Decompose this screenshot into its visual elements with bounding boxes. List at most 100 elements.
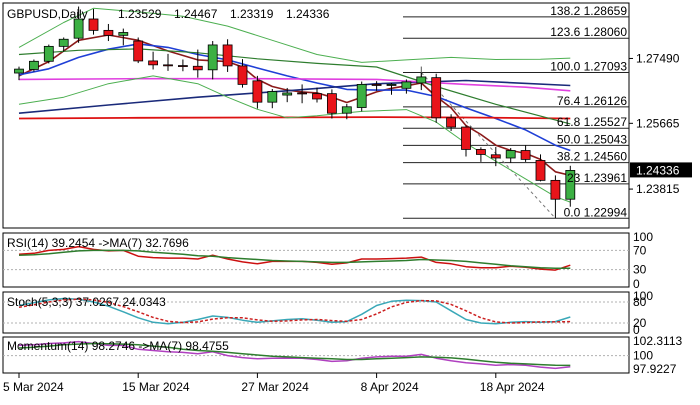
candle-bear bbox=[520, 150, 531, 160]
momentum-tick-label: 97.9227 bbox=[633, 362, 677, 376]
candle-bear bbox=[446, 117, 457, 128]
rsi-lines bbox=[18, 245, 571, 271]
price-axis: 1.27490 1.25665 1.23815 bbox=[629, 51, 680, 196]
momentum-label: Momentum(14) 98.2746 ->MA(7) 98.4755 bbox=[7, 339, 229, 353]
stochastic-label: Stoch(5,3,3) 37.0267 24.0343 bbox=[7, 295, 166, 309]
stochastic-lines bbox=[18, 297, 571, 325]
ohlc-header: 1.23529 1.24467 1.23319 1.24336 bbox=[118, 7, 330, 21]
candle-bear bbox=[88, 18, 99, 31]
candle-bear bbox=[133, 40, 144, 62]
candle-bull bbox=[28, 60, 39, 70]
rsi-tick-label: 100 bbox=[633, 230, 653, 244]
candle-bear bbox=[550, 179, 561, 200]
candle-bull bbox=[58, 38, 69, 47]
candle-bull bbox=[341, 106, 352, 114]
candle-bull bbox=[386, 83, 397, 86]
bb-lower-line bbox=[18, 75, 571, 203]
candle-bull bbox=[416, 76, 427, 84]
fibonacci-label: 50.0 1.25043 bbox=[557, 132, 627, 146]
candle-bear bbox=[192, 65, 203, 71]
current-price-marker: 1.24336 bbox=[630, 162, 692, 178]
time-tick-label: 27 Mar 2024 bbox=[241, 380, 309, 394]
fibonacci-label: 76.4 1.26126 bbox=[557, 94, 627, 108]
candle-bear bbox=[297, 92, 308, 95]
fibonacci-label: 38.2 1.24560 bbox=[557, 150, 627, 164]
momentum-tick-label: 100 bbox=[633, 349, 653, 363]
rsi-tick-label: 70 bbox=[633, 243, 647, 257]
momentum-tick-label: 102.3113 bbox=[633, 334, 682, 348]
stoch-tick-label: 80 bbox=[633, 295, 647, 309]
price-tick-label: 1.23815 bbox=[636, 182, 680, 196]
stoch-series-line bbox=[18, 297, 571, 325]
candle-bear bbox=[431, 77, 442, 119]
momentum-panel: Momentum(14) 98.2746 ->MA(7) 98.4755 bbox=[2, 336, 630, 374]
fibonacci-labels: 138.2 1.28659 123.6 1.28060 100.0 1.27093 7… bbox=[550, 4, 627, 219]
candle-bear bbox=[237, 65, 248, 85]
red-ma-line bbox=[18, 116, 571, 120]
candle-bear bbox=[177, 65, 188, 67]
candle-bear bbox=[326, 93, 337, 114]
candle-bull bbox=[401, 81, 412, 89]
candle-bear bbox=[103, 29, 114, 36]
fibonacci-label: 138.2 1.28659 bbox=[550, 4, 627, 18]
candle-bull bbox=[73, 18, 84, 39]
stoch-tick-label: 0 bbox=[633, 323, 640, 337]
candle-bear bbox=[535, 160, 546, 181]
rsi-series-line bbox=[18, 249, 571, 270]
price-tick-label: 1.25665 bbox=[636, 116, 680, 130]
rsi-panel: RSI(14) 39.2454 ->MA(7) 32.7696 bbox=[2, 232, 630, 288]
current-price-label: 1.24336 bbox=[636, 163, 680, 177]
time-tick-label: 8 Apr 2024 bbox=[361, 380, 419, 394]
candle-bear bbox=[475, 149, 486, 155]
candle-bull bbox=[565, 170, 576, 200]
momentum-series-line bbox=[18, 342, 571, 367]
candle-bull bbox=[43, 45, 54, 62]
candle-bear bbox=[222, 44, 233, 67]
time-axis: 5 Mar 2024 15 Mar 2024 27 Mar 2024 8 Apr 20… bbox=[3, 373, 545, 394]
candle-bull bbox=[207, 44, 218, 71]
fibonacci-label: 0.0 1.22994 bbox=[564, 205, 628, 219]
candle-bull bbox=[118, 32, 129, 36]
candle-bull bbox=[505, 150, 516, 159]
candle-bear bbox=[312, 93, 322, 100]
ohlc-low: 1.23319 bbox=[230, 7, 274, 21]
candle-bear bbox=[461, 126, 471, 150]
time-tick-label: 18 Apr 2024 bbox=[480, 380, 545, 394]
rsi-tick-label: 0 bbox=[633, 277, 640, 291]
candle-bull bbox=[14, 68, 24, 74]
time-tick-label: 15 Mar 2024 bbox=[122, 380, 190, 394]
candle-bull bbox=[267, 91, 278, 103]
green-ma-line bbox=[18, 48, 571, 125]
fibonacci-label: 100.0 1.27093 bbox=[550, 60, 627, 74]
stoch-series-line bbox=[18, 298, 571, 324]
stoch-tick-label: 20 bbox=[633, 316, 647, 330]
time-tick-label: 5 Mar 2024 bbox=[3, 380, 64, 394]
stochastic-panel: Stoch(5,3,3) 37.0267 24.0343 bbox=[2, 291, 630, 334]
candle-bull bbox=[356, 83, 367, 108]
fibonacci-label: 123.6 1.28060 bbox=[550, 25, 627, 39]
stoch-tick-label: 100 bbox=[633, 289, 653, 303]
fibonacci-label: 23 1.23961 bbox=[567, 171, 627, 185]
price-panel: 138.2 1.28659 123.6 1.28060 100.0 1.27093 7… bbox=[2, 2, 630, 229]
momentum-lines bbox=[18, 340, 571, 370]
rsi-tick-label: 30 bbox=[633, 263, 647, 277]
ohlc-open: 1.23529 bbox=[118, 7, 162, 21]
fibonacci-label: 61.8 1.25527 bbox=[557, 115, 627, 129]
bb-upper-line bbox=[18, 7, 571, 63]
candle-bear bbox=[490, 154, 501, 159]
ohlc-close: 1.24336 bbox=[286, 7, 330, 21]
chart-title: GBPUSD,Daily bbox=[7, 7, 88, 21]
rsi-label: RSI(14) 39.2454 ->MA(7) 32.7696 bbox=[7, 236, 189, 250]
candle-bear bbox=[252, 80, 263, 103]
candle-bull bbox=[282, 92, 293, 96]
candle-bear bbox=[163, 64, 173, 67]
momentum-series-line bbox=[18, 340, 571, 370]
candle-bear bbox=[148, 60, 159, 66]
ohlc-high: 1.24467 bbox=[174, 7, 218, 21]
moving-averages bbox=[18, 7, 571, 203]
